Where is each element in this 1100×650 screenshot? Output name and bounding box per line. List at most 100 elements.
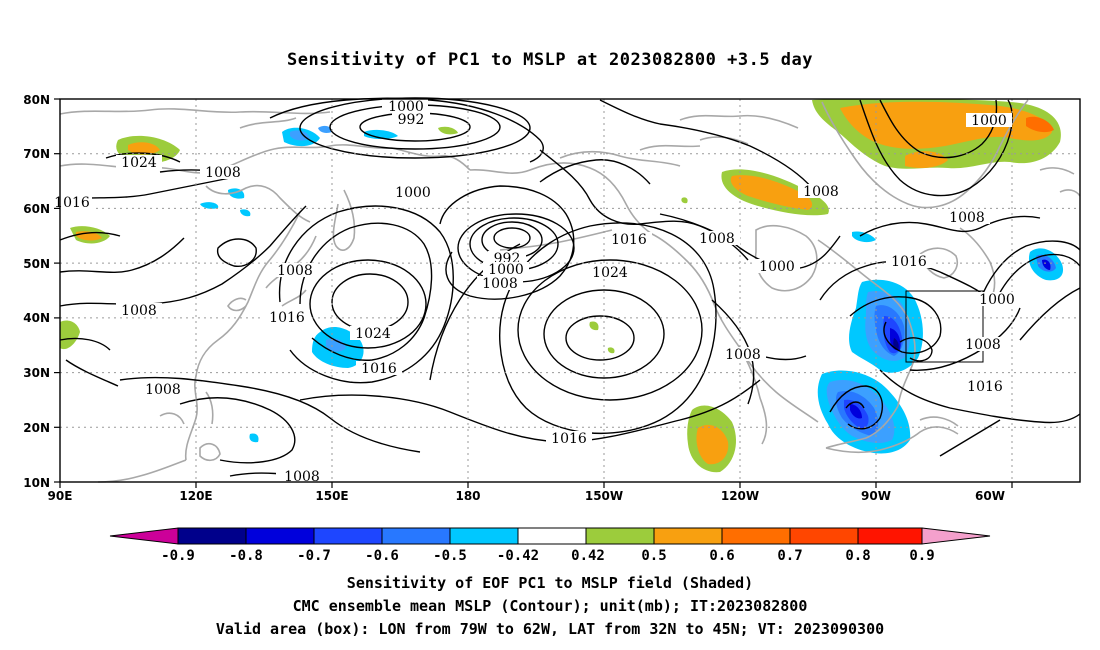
colorbar-label: -0.7 — [297, 548, 331, 564]
colorbar-label: 0.5 — [641, 548, 666, 564]
svg-text:1016: 1016 — [54, 195, 90, 211]
colorbar-label: 0.8 — [845, 548, 870, 564]
svg-text:1008: 1008 — [725, 347, 761, 363]
svg-text:992: 992 — [398, 112, 425, 128]
svg-text:1000: 1000 — [488, 262, 524, 278]
contour-label-1024: 1024 — [350, 326, 396, 342]
colorbar-bin — [857, 527, 923, 545]
shading-positive — [60, 98, 1061, 473]
contour-label-1008: 1008 — [140, 382, 186, 398]
lon-label-90e: 90E — [48, 489, 73, 503]
colorbar-bin — [585, 527, 655, 545]
colorbar-bin — [177, 527, 247, 545]
contour-label-1000: 1000 — [974, 292, 1020, 308]
colorbar-tri-pos — [921, 527, 991, 545]
colorbar-bin — [313, 527, 383, 545]
colorbar-label: 0.6 — [709, 548, 734, 564]
contour-label-1008: 1008 — [116, 303, 162, 319]
svg-text:1008: 1008 — [145, 382, 181, 398]
colorbar-bin — [381, 527, 451, 545]
contour-label-1008: 1008 — [798, 184, 844, 200]
lon-label-180: 180 — [455, 489, 480, 503]
svg-text:1000: 1000 — [395, 185, 431, 201]
caption-line-3: Valid area (box): LON from 79W to 62W, L… — [215, 620, 885, 638]
svg-text:1024: 1024 — [121, 155, 157, 171]
contour-label-1016: 1016 — [54, 195, 92, 211]
svg-text:1008: 1008 — [965, 337, 1001, 353]
contour-label-992: 992 — [392, 112, 430, 128]
chart-title: Sensitivity of PC1 to MSLP at 2023082800… — [286, 50, 813, 70]
contour-label-1008: 1008 — [944, 210, 990, 226]
longitude-labels: 90E 120E 150E 180 150W 120W 90W 60W — [48, 489, 1005, 503]
colorbar-label: 0.7 — [777, 548, 802, 564]
lon-label-120e: 120E — [179, 489, 212, 503]
contour-label-1008: 1008 — [720, 347, 766, 363]
axis-ticks — [54, 98, 1013, 488]
contour-labels: 1000 992 1024 1008 1016 1000 1008 1016 1… — [54, 99, 1020, 485]
svg-text:1008: 1008 — [482, 276, 518, 292]
grid-lines — [60, 99, 1080, 482]
contour-label-1008: 1008 — [200, 165, 246, 181]
svg-text:1016: 1016 — [361, 361, 397, 377]
lat-label-30n: 30N — [23, 366, 50, 380]
contour-label-1000: 1000 — [966, 113, 1012, 129]
svg-text:1008: 1008 — [803, 184, 839, 200]
colorbar-label: 0.42 — [571, 548, 605, 564]
lat-label-20n: 20N — [23, 421, 50, 435]
contour-label-1016: 1016 — [962, 379, 1008, 395]
contour-label-1008: 1008 — [477, 276, 523, 292]
colorbar-bin — [721, 527, 791, 545]
svg-text:1008: 1008 — [699, 231, 735, 247]
colorbar-bin — [653, 527, 723, 545]
contour-label-1000: 1000 — [382, 99, 428, 115]
svg-text:1008: 1008 — [284, 469, 320, 485]
colorbar-bin — [789, 527, 859, 545]
svg-text:1016: 1016 — [269, 310, 305, 326]
contour-label-1024: 1024 — [116, 155, 162, 171]
svg-text:1016: 1016 — [611, 232, 647, 248]
svg-text:1000: 1000 — [759, 259, 795, 275]
contour-label-1000: 1000 — [754, 259, 800, 275]
contour-label-1000: 1000 — [483, 262, 529, 278]
lat-label-80n: 80N — [23, 93, 50, 107]
svg-text:1016: 1016 — [967, 379, 1003, 395]
caption-line-1: Sensitivity of EOF PC1 to MSLP field (Sh… — [346, 574, 754, 592]
lat-label-10n: 10N — [23, 476, 50, 490]
colorbar-labels: -0.9 -0.8 -0.7 -0.6 -0.5 -0.42 0.42 0.5 … — [161, 548, 935, 564]
lon-label-90w: 90W — [861, 489, 891, 503]
svg-text:1000: 1000 — [388, 99, 424, 115]
svg-text:1000: 1000 — [979, 292, 1015, 308]
svg-text:1016: 1016 — [551, 431, 587, 447]
colorbar-label: -0.6 — [365, 548, 399, 564]
colorbar-label: 0.9 — [909, 548, 934, 564]
colorbar-label: -0.5 — [433, 548, 467, 564]
svg-text:1008: 1008 — [277, 263, 313, 279]
contour-label-1008: 1008 — [276, 469, 322, 485]
contour-label-1000: 1000 — [390, 185, 436, 201]
lon-label-120w: 120W — [721, 489, 759, 503]
svg-text:1024: 1024 — [355, 326, 391, 342]
map-frame — [59, 98, 1081, 483]
colorbar-label: -0.9 — [161, 548, 195, 564]
colorbar-tri-neg — [109, 527, 179, 545]
valid-area-box — [905, 290, 984, 363]
lat-label-40n: 40N — [23, 311, 50, 325]
contour-label-1008: 1008 — [272, 263, 318, 279]
contour-label-1016: 1016 — [356, 361, 402, 377]
caption-line-2: CMC ensemble mean MSLP (Contour); unit(m… — [292, 597, 808, 615]
contour-label-1016: 1016 — [546, 431, 592, 447]
lon-label-60w: 60W — [975, 489, 1005, 503]
lon-label-150e: 150E — [315, 489, 348, 503]
svg-text:1016: 1016 — [891, 254, 927, 270]
colorbar-label: -0.8 — [229, 548, 263, 564]
lat-label-60n: 60N — [23, 202, 50, 216]
contour-label-1008: 1008 — [960, 337, 1006, 353]
colorbar — [109, 527, 991, 545]
svg-text:1024: 1024 — [592, 265, 628, 281]
svg-text:1008: 1008 — [205, 165, 241, 181]
contour-label-1008: 1008 — [694, 231, 740, 247]
lat-label-70n: 70N — [23, 147, 50, 161]
colorbar-bin — [517, 527, 587, 545]
lon-label-150w: 150W — [585, 489, 623, 503]
